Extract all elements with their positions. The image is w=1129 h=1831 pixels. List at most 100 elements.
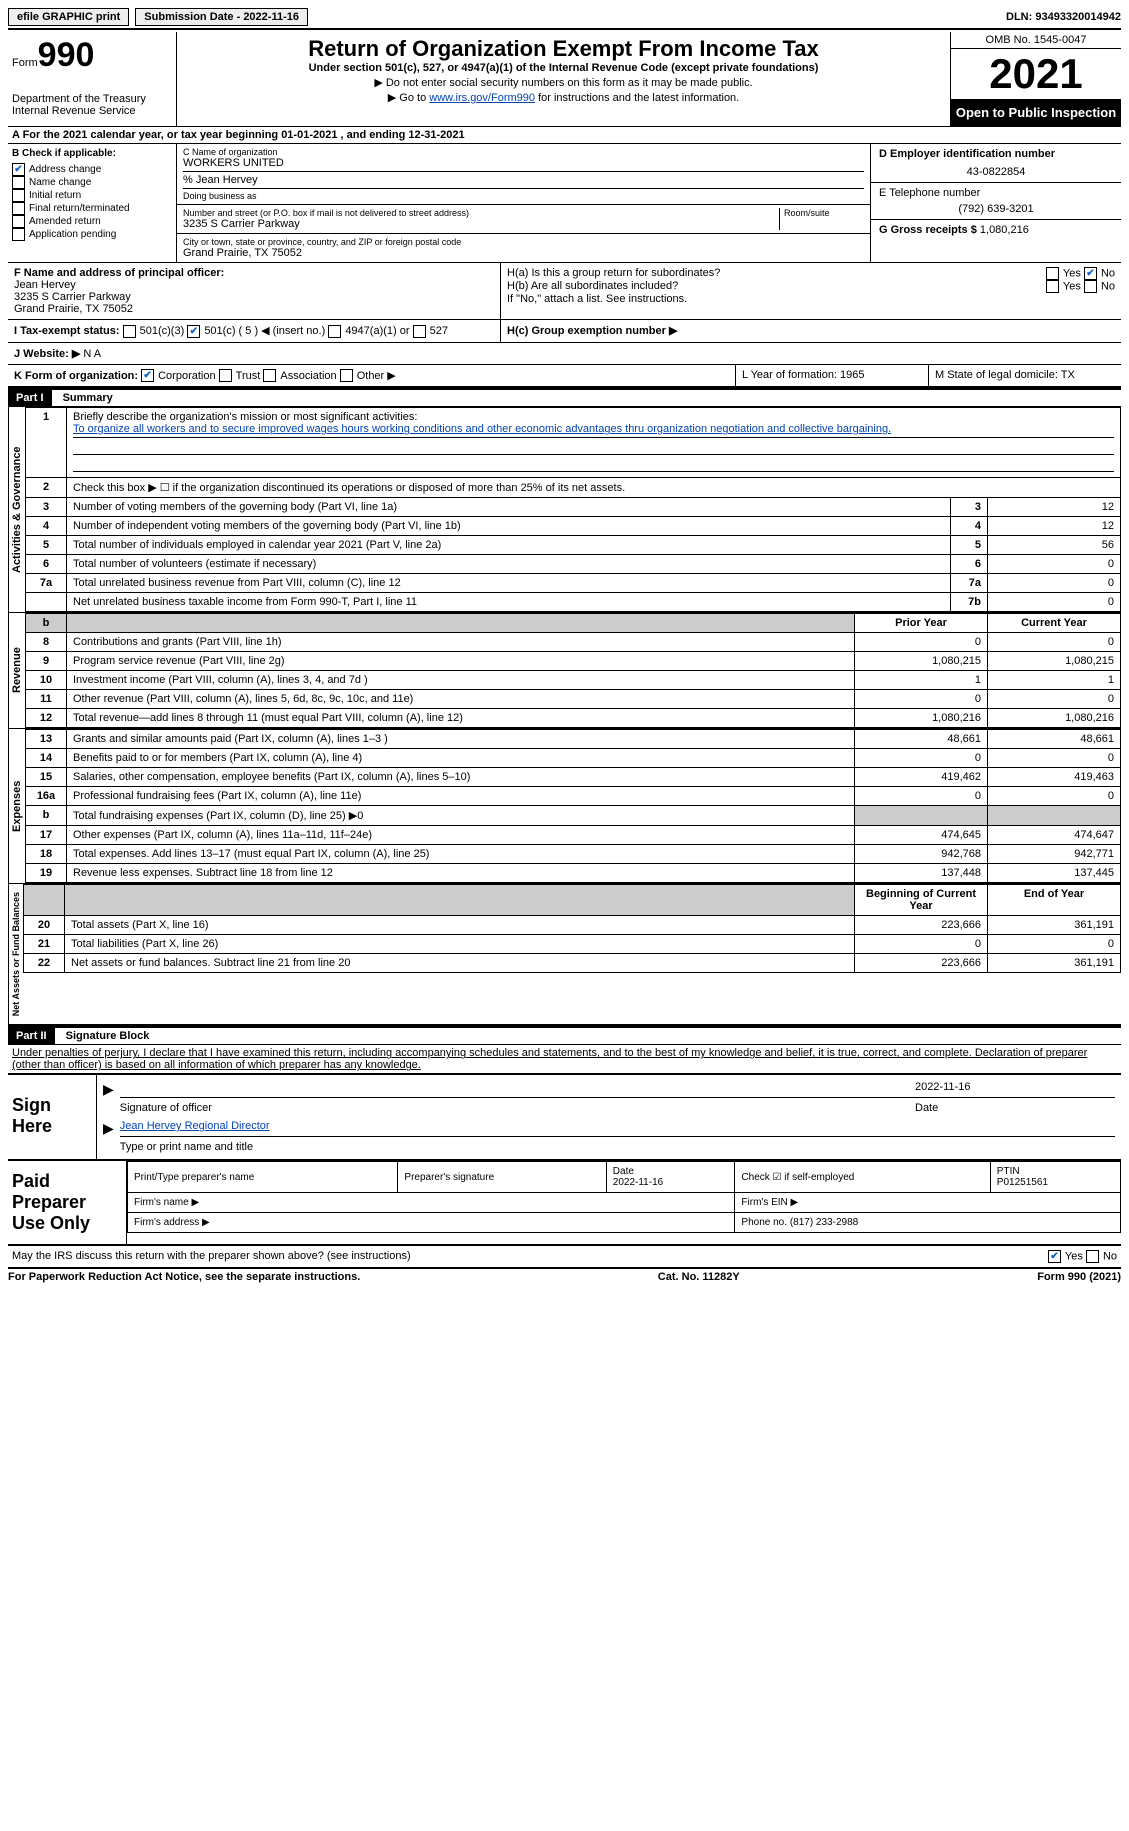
check-trust[interactable] (219, 369, 232, 382)
prep-name-label: Print/Type preparer's name (128, 1162, 398, 1193)
gross-value: 1,080,216 (980, 224, 1029, 236)
vert-governance: Activities & Governance (8, 407, 25, 612)
exp-row-13: 13Grants and similar amounts paid (Part … (26, 730, 1121, 749)
open-public-badge: Open to Public Inspection (951, 99, 1121, 126)
col-c-entity: C Name of organization WORKERS UNITED % … (177, 144, 871, 262)
footer-right: Form 990 (2021) (1037, 1271, 1121, 1283)
form-number-box: Form990 Department of the Treasury Inter… (8, 32, 177, 126)
note-link-line: ▶ Go to www.irs.gov/Form990 for instruct… (185, 91, 942, 104)
exp-row-17: 17Other expenses (Part IX, column (A), l… (26, 826, 1121, 845)
net-row-20: 20Total assets (Part X, line 16)223,6663… (24, 916, 1121, 935)
arrow-icon: ▶ (103, 1081, 114, 1114)
check-assoc[interactable] (263, 369, 276, 382)
discuss-yes[interactable] (1048, 1250, 1061, 1263)
submission-date-button[interactable]: Submission Date - 2022-11-16 (135, 8, 308, 26)
part1-body: Activities & Governance 1 Briefly descri… (8, 407, 1121, 613)
net-row-21: 21Total liabilities (Part X, line 26)00 (24, 935, 1121, 954)
care-of: % Jean Hervey (183, 174, 864, 186)
room-label: Room/suite (784, 208, 864, 218)
tax-year: 2021 (951, 49, 1121, 99)
penalty-text: Under penalties of perjury, I declare th… (8, 1045, 1121, 1073)
rev-row-9: 9Program service revenue (Part VIII, lin… (26, 652, 1121, 671)
check-amended[interactable]: Amended return (12, 215, 172, 228)
check-corp[interactable] (141, 369, 154, 382)
h-a-label: H(a) Is this a group return for subordin… (507, 267, 720, 280)
exp-row-14: 14Benefits paid to or for members (Part … (26, 749, 1121, 768)
ha-no[interactable] (1084, 267, 1097, 280)
rev-row-11: 11Other revenue (Part VIII, column (A), … (26, 690, 1121, 709)
street-address: 3235 S Carrier Parkway (183, 218, 779, 230)
discuss-row: May the IRS discuss this return with the… (8, 1246, 1121, 1269)
vert-revenue: Revenue (8, 613, 25, 728)
firm-phone: (817) 233-2988 (790, 1217, 858, 1228)
part1-title: Summary (55, 390, 121, 406)
rev-row-12: 12Total revenue—add lines 8 through 11 (… (26, 709, 1121, 728)
part2-header-row: Part II Signature Block (8, 1026, 1121, 1045)
sign-here-label: Sign Here (8, 1075, 97, 1159)
preparer-table: Print/Type preparer's name Preparer's si… (127, 1161, 1121, 1233)
netassets-table: Beginning of Current YearEnd of Year 20T… (23, 884, 1121, 973)
summary-gov-table: 1 Briefly describe the organization's mi… (25, 407, 1121, 612)
hb-no[interactable] (1084, 280, 1097, 293)
ein-label: D Employer identification number (879, 148, 1113, 160)
check-address-change[interactable]: Address change (12, 163, 172, 176)
omb-number: OMB No. 1545-0047 (951, 32, 1121, 49)
check-527[interactable] (413, 325, 426, 338)
irs-link[interactable]: www.irs.gov/Form990 (429, 92, 535, 104)
mission-text: To organize all workers and to secure im… (73, 423, 891, 435)
form-subtitle: Under section 501(c), 527, or 4947(a)(1)… (185, 62, 942, 74)
row-i: I Tax-exempt status: 501(c)(3) 501(c) ( … (8, 320, 1121, 343)
discuss-text: May the IRS discuss this return with the… (12, 1250, 1048, 1263)
prep-sig-label: Preparer's signature (398, 1162, 606, 1193)
gov-row-7a: 7aTotal unrelated business revenue from … (26, 574, 1121, 593)
check-final-return[interactable]: Final return/terminated (12, 202, 172, 215)
part1-header-row: Part I Summary (8, 388, 1121, 407)
netassets-section: Net Assets or Fund Balances Beginning of… (8, 884, 1121, 1026)
row-k: K Form of organization: Corporation Trus… (8, 365, 1121, 389)
efile-print-button[interactable]: efile GRAPHIC print (8, 8, 129, 26)
officer-printed-name: Jean Hervey Regional Director (120, 1120, 1115, 1132)
h-c-label: H(c) Group exemption number ▶ (507, 325, 677, 337)
irs-label: Internal Revenue Service (12, 105, 172, 117)
part2-badge: Part II (8, 1028, 55, 1044)
discuss-no[interactable] (1086, 1250, 1099, 1263)
exp-row-16a: 16aProfessional fundraising fees (Part I… (26, 787, 1121, 806)
check-name-change[interactable]: Name change (12, 176, 172, 189)
q2-text: Check this box ▶ ☐ if the organization d… (67, 478, 1121, 498)
check-501c3[interactable] (123, 325, 136, 338)
tax-exempt-label: I Tax-exempt status: (14, 325, 120, 337)
check-501c[interactable] (187, 325, 200, 338)
officer-addr1: 3235 S Carrier Parkway (14, 291, 131, 303)
paid-preparer-section: Paid Preparer Use Only Print/Type prepar… (8, 1161, 1121, 1246)
dln-label: DLN: 93493320014942 (1006, 11, 1121, 23)
form-number: 990 (38, 36, 95, 74)
check-4947[interactable] (328, 325, 341, 338)
check-application-pending[interactable]: Application pending (12, 228, 172, 241)
revenue-table: bPrior YearCurrent Year 8Contributions a… (25, 613, 1121, 728)
exp-row-18: 18Total expenses. Add lines 13–17 (must … (26, 845, 1121, 864)
addr-label: Number and street (or P.O. box if mail i… (183, 208, 779, 218)
ha-yes[interactable] (1046, 267, 1059, 280)
check-other[interactable] (340, 369, 353, 382)
website-value: N A (83, 348, 101, 360)
check-self-employed[interactable]: Check ☑ if self-employed (735, 1162, 990, 1193)
check-initial-return[interactable]: Initial return (12, 189, 172, 202)
paid-preparer-label: Paid Preparer Use Only (8, 1161, 127, 1244)
hb-yes[interactable] (1046, 280, 1059, 293)
section-a: A For the 2021 calendar year, or tax yea… (8, 127, 1121, 144)
gov-row-6: 6Total number of volunteers (estimate if… (26, 555, 1121, 574)
type-print-label: Type or print name and title (120, 1141, 1115, 1153)
gov-row-5: 5Total number of individuals employed in… (26, 536, 1121, 555)
part2-title: Signature Block (58, 1028, 158, 1044)
ptin-value: P01251561 (997, 1177, 1048, 1188)
firm-ein: Firm's EIN ▶ (735, 1193, 1121, 1213)
form-title: Return of Organization Exempt From Incom… (185, 36, 942, 62)
gov-row-3: 3Number of voting members of the governi… (26, 498, 1121, 517)
h-note: If "No," attach a list. See instructions… (507, 293, 1115, 305)
form-org-label: K Form of organization: (14, 370, 138, 382)
h-b-label: H(b) Are all subordinates included? (507, 280, 678, 293)
website-label: J Website: ▶ (14, 348, 80, 360)
gov-row-7b: Net unrelated business taxable income fr… (26, 593, 1121, 612)
firm-name: Firm's name ▶ (128, 1193, 735, 1213)
sig-date: 2022-11-16 (915, 1081, 1115, 1093)
